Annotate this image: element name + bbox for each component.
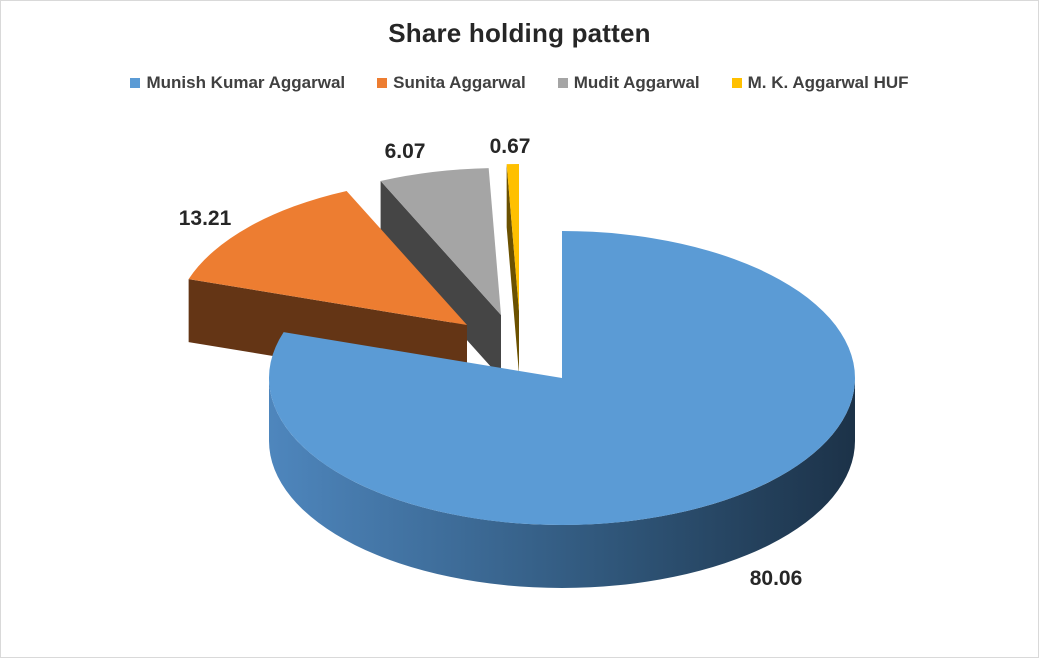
slice-wall-mudit: [380, 180, 501, 378]
data-label-mudit: 6.07: [385, 140, 426, 163]
legend-item-huf: M. K. Aggarwal HUF: [731, 73, 909, 93]
legend-swatch-sunita: [377, 78, 388, 88]
legend-label-mudit: Mudit Aggarwal: [573, 73, 700, 92]
legend-item-mudit: Mudit Aggarwal: [557, 73, 700, 93]
legend-swatch-huf: [731, 78, 742, 88]
legend-swatch-munish: [130, 78, 141, 88]
legend-item-sunita: Sunita Aggarwal: [377, 73, 526, 93]
slice-munish: [269, 231, 856, 525]
slice-side-munish: [269, 378, 855, 588]
legend-label-huf: M. K. Aggarwal HUF: [747, 73, 909, 92]
legend: Munish Kumar Aggarwal Sunita Aggarwal Mu…: [0, 73, 1039, 93]
slice-wall-huf: [506, 164, 519, 374]
legend-label-sunita: Sunita Aggarwal: [393, 73, 526, 92]
data-label-munish: 80.06: [750, 567, 803, 590]
legend-swatch-mudit: [557, 78, 568, 88]
legend-label-munish: Munish Kumar Aggarwal: [146, 73, 346, 92]
data-label-huf: 0.67: [490, 135, 531, 158]
slice-sunita: [188, 190, 467, 325]
chart-title: Share holding patten: [388, 18, 651, 48]
slice-huf: [506, 164, 519, 311]
slice-mudit: [380, 168, 501, 315]
legend-item-munish: Munish Kumar Aggarwal: [130, 73, 345, 93]
data-label-sunita: 13.21: [179, 207, 232, 230]
